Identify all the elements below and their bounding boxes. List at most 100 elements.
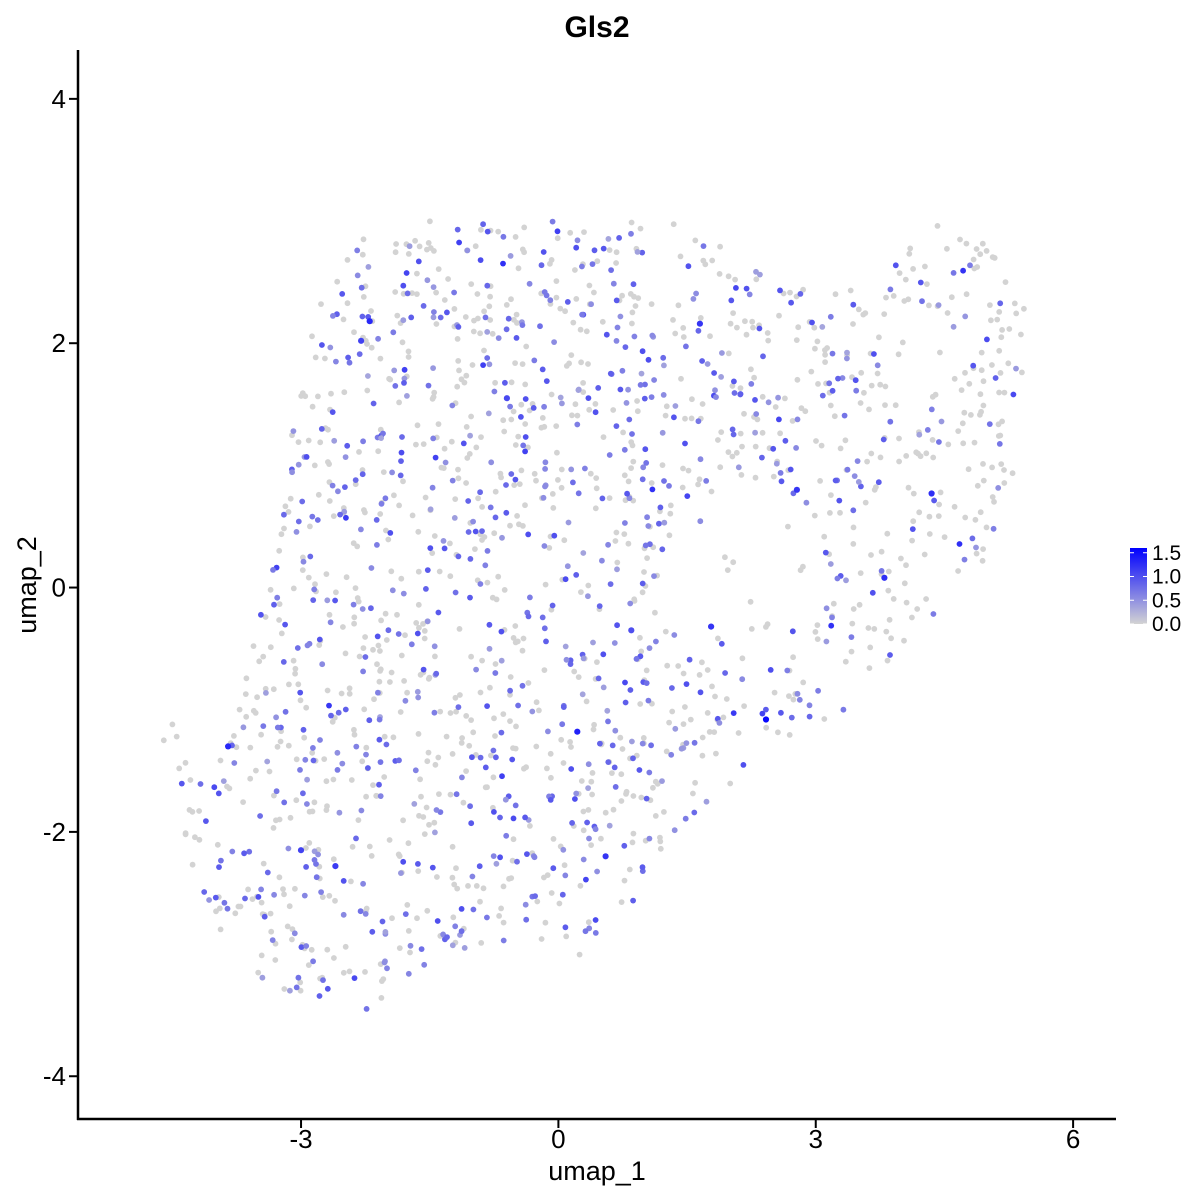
cell-point bbox=[377, 668, 383, 674]
cell-point bbox=[486, 361, 493, 368]
cell-point bbox=[548, 391, 555, 398]
cell-point bbox=[785, 523, 791, 530]
cell-point bbox=[629, 738, 635, 745]
cell-point bbox=[672, 403, 679, 409]
cell-point bbox=[502, 379, 508, 386]
cell-point bbox=[215, 790, 222, 797]
cell-point bbox=[905, 296, 912, 303]
cell-point bbox=[484, 703, 490, 709]
cell-point bbox=[229, 848, 236, 855]
cell-point bbox=[550, 865, 557, 872]
cell-point bbox=[314, 517, 321, 523]
cell-point bbox=[340, 316, 347, 323]
cell-point bbox=[628, 439, 635, 445]
cell-point bbox=[507, 403, 513, 410]
cell-point bbox=[926, 302, 932, 309]
cell-point bbox=[247, 744, 254, 751]
cell-point bbox=[475, 315, 481, 322]
cell-point bbox=[427, 218, 433, 225]
cell-point bbox=[680, 325, 687, 331]
cell-point bbox=[404, 290, 411, 297]
cell-point bbox=[405, 928, 412, 934]
cell-point bbox=[847, 287, 854, 294]
cell-point bbox=[578, 359, 584, 366]
cell-point bbox=[735, 730, 742, 736]
cell-point bbox=[625, 478, 632, 485]
cell-point bbox=[564, 563, 571, 570]
cell-point bbox=[938, 418, 945, 425]
cell-point bbox=[277, 738, 284, 745]
cell-point bbox=[420, 621, 426, 627]
cell-point bbox=[352, 481, 359, 488]
cell-point bbox=[292, 885, 298, 892]
cell-point bbox=[398, 652, 405, 659]
cell-point bbox=[652, 609, 658, 616]
cell-point bbox=[651, 573, 657, 579]
cell-point bbox=[930, 611, 937, 617]
cell-point bbox=[569, 412, 575, 419]
cell-point bbox=[324, 687, 331, 694]
cell-point bbox=[661, 478, 667, 484]
cell-point bbox=[356, 653, 363, 660]
cell-point bbox=[291, 930, 298, 937]
cell-point bbox=[814, 636, 821, 642]
cell-point bbox=[302, 756, 309, 763]
cell-point bbox=[420, 441, 427, 447]
cell-point bbox=[935, 302, 942, 308]
cell-point bbox=[533, 743, 540, 750]
cell-point-high bbox=[628, 627, 635, 634]
cell-point bbox=[700, 243, 707, 250]
cell-point bbox=[727, 780, 734, 787]
cell-point bbox=[715, 635, 721, 642]
cell-point bbox=[593, 485, 600, 492]
cell-point bbox=[581, 229, 587, 236]
cell-point bbox=[414, 630, 421, 637]
cell-point bbox=[733, 449, 740, 456]
cell-point bbox=[433, 807, 440, 813]
cell-point bbox=[611, 640, 618, 646]
cell-point bbox=[408, 641, 415, 648]
cell-point bbox=[325, 459, 331, 465]
cell-point bbox=[580, 389, 587, 395]
cell-point bbox=[642, 446, 649, 453]
cell-point bbox=[216, 864, 222, 870]
cell-point bbox=[440, 465, 447, 471]
cell-point bbox=[956, 541, 963, 547]
cell-point bbox=[404, 902, 411, 908]
cell-point bbox=[377, 648, 383, 654]
cell-point bbox=[675, 663, 682, 669]
cell-point bbox=[860, 311, 867, 318]
cell-point bbox=[500, 919, 507, 926]
cell-point bbox=[741, 410, 747, 417]
cell-point bbox=[974, 264, 981, 270]
cell-point bbox=[327, 619, 334, 626]
cell-point bbox=[365, 373, 371, 379]
cell-point bbox=[822, 351, 828, 358]
cell-point bbox=[366, 843, 373, 850]
cell-point bbox=[258, 731, 264, 738]
cell-point-high bbox=[574, 728, 581, 735]
cell-point bbox=[503, 326, 510, 333]
cell-point bbox=[812, 345, 818, 352]
cell-point bbox=[592, 930, 599, 936]
cell-point bbox=[255, 969, 262, 976]
cell-point bbox=[518, 401, 525, 408]
cell-point bbox=[739, 655, 746, 662]
cell-point bbox=[852, 377, 859, 384]
cell-point bbox=[515, 265, 522, 272]
cell-point bbox=[285, 845, 292, 852]
cell-point bbox=[522, 502, 528, 509]
cell-point bbox=[523, 916, 530, 923]
cell-point bbox=[455, 475, 462, 482]
cell-point bbox=[424, 758, 431, 765]
cell-point bbox=[468, 653, 474, 660]
y-tick-label: -4 bbox=[43, 1061, 66, 1091]
cell-point bbox=[401, 366, 408, 373]
cell-point bbox=[775, 729, 781, 736]
cell-point bbox=[413, 620, 420, 626]
x-tick-label: 3 bbox=[809, 1124, 823, 1154]
cell-point bbox=[951, 503, 958, 510]
cell-point bbox=[289, 469, 295, 476]
cell-point bbox=[692, 779, 698, 786]
cell-point bbox=[353, 835, 359, 842]
